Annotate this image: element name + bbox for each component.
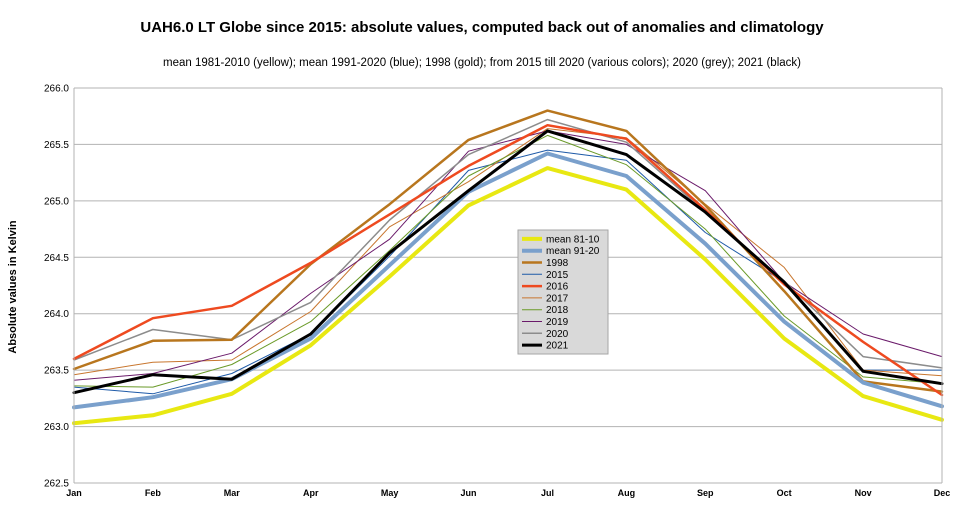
series-line-2017	[73, 128, 943, 377]
y-tick-label: 264.0	[44, 309, 69, 320]
y-tick-label: 263.5	[44, 366, 69, 377]
x-tick-label: Jul	[541, 488, 554, 498]
legend-label: 1998	[546, 258, 569, 269]
series-line-1998	[72, 109, 944, 393]
y-tick-label: 264.5	[44, 253, 69, 264]
y-tick-label: 262.5	[44, 479, 69, 490]
series-line-2021	[72, 129, 944, 395]
axis-layer: 262.5 263.0 263.5 264.0 264.5 265.0 265.5 266.0…	[44, 84, 950, 499]
y-tick-label: 265.0	[44, 196, 69, 207]
y-tick-label: 265.5	[44, 140, 69, 151]
y-axis-label: Absolute values in Kelvin	[7, 220, 19, 354]
series-line-2019	[73, 130, 943, 381]
legend-label: mean 81-10	[546, 234, 600, 245]
x-tick-label: Aug	[618, 488, 636, 498]
chart-title: UAH6.0 LT Globe since 2015: absolute val…	[140, 19, 824, 36]
legend-label: 2021	[546, 341, 569, 352]
series-line-mean-81-10	[72, 166, 944, 426]
x-tick-label: Oct	[777, 488, 792, 498]
chart-subtitle: mean 1981-2010 (yellow); mean 1991-2020 …	[163, 57, 801, 69]
legend-label: 2020	[546, 329, 569, 340]
series-layer	[72, 109, 944, 426]
legend-label: 2018	[546, 305, 569, 316]
series-line-mean-91-20	[72, 151, 944, 410]
y-tick-label: 266.0	[44, 84, 69, 95]
legend-label: mean 91-20	[546, 246, 600, 257]
legend-label: 2016	[546, 282, 569, 293]
x-tick-label: Dec	[934, 488, 951, 498]
x-tick-label: Jun	[461, 488, 477, 498]
grid-layer	[74, 87, 942, 484]
x-tick-label: Nov	[855, 488, 872, 498]
legend-label: 2017	[546, 293, 569, 304]
x-tick-label: Feb	[145, 488, 162, 498]
legend-label: 2019	[546, 317, 569, 328]
x-tick-label: Mar	[224, 488, 241, 498]
series-line-2018	[73, 134, 943, 388]
series-line-2016	[72, 123, 944, 397]
y-tick-label: 263.0	[44, 422, 69, 433]
x-tick-label: Apr	[303, 488, 319, 498]
x-tick-label: Sep	[697, 488, 714, 498]
legend-label: 2015	[546, 270, 569, 281]
series-line-2020	[73, 118, 943, 369]
x-tick-label: Jan	[66, 488, 82, 498]
x-tick-label: May	[381, 488, 399, 498]
